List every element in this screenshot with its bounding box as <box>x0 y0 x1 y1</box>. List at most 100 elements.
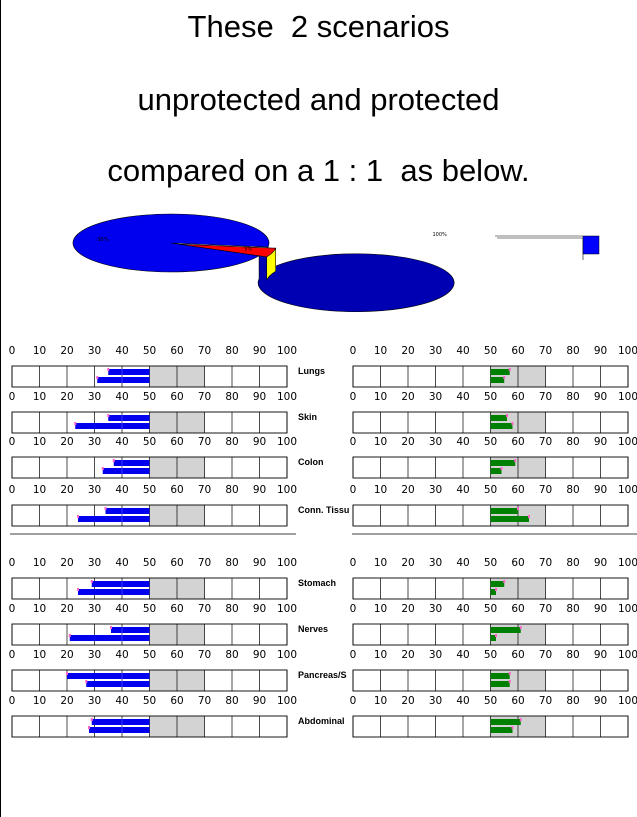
bar-marker <box>77 515 79 518</box>
tick-label: 70 <box>198 603 211 615</box>
tick-label: 80 <box>225 557 238 569</box>
tick-label: 0 <box>350 391 357 403</box>
tick-label: 30 <box>88 695 101 707</box>
tick-label: 80 <box>566 695 579 707</box>
tick-label: 100 <box>618 484 637 496</box>
tick-label: 20 <box>60 436 73 448</box>
tick-label: 0 <box>9 391 16 403</box>
bar-unprotected <box>91 581 150 587</box>
tick-label: 30 <box>88 436 101 448</box>
tick-label: 90 <box>594 557 607 569</box>
tick-label: 50 <box>484 649 497 661</box>
bar-protected <box>490 516 529 522</box>
bar-marker <box>503 376 506 379</box>
bar-marker <box>85 680 88 683</box>
organ-label: Abdominal <box>298 716 345 726</box>
pie-slice-unprotected-0 <box>72 213 270 273</box>
tick-label: 40 <box>456 695 469 707</box>
tick-label: 40 <box>456 484 469 496</box>
pie-slice-unprotected-1 <box>178 243 277 258</box>
tick-label: 70 <box>539 603 552 615</box>
tick-label: 30 <box>88 345 101 357</box>
bar-protected <box>490 369 510 375</box>
tick-label: 0 <box>350 603 357 615</box>
tick-label: 60 <box>170 557 183 569</box>
panel-unprotected-2: 0 10 20 30 40 50 60 70 80 90 100 <box>9 436 297 479</box>
tick-label: 60 <box>511 649 524 661</box>
tick-label: 10 <box>33 603 46 615</box>
tick-label: 70 <box>198 557 211 569</box>
tick-label: 20 <box>60 603 73 615</box>
tick-label: 30 <box>429 391 442 403</box>
bar-marker <box>110 626 112 629</box>
bar-marker <box>77 588 79 591</box>
plot-frame <box>352 715 629 738</box>
left-border <box>0 0 1 817</box>
tick-label: 80 <box>566 484 579 496</box>
tick-label: 70 <box>539 391 552 403</box>
tick-label: 80 <box>566 436 579 448</box>
tick-label: 100 <box>618 603 637 615</box>
tick-label: 10 <box>374 603 387 615</box>
tick-label: 60 <box>170 695 183 707</box>
panel-protected-5: 0 10 20 30 40 50 60 70 80 90 100 <box>350 603 637 646</box>
organ-label: Stomach <box>298 578 336 588</box>
tick-label: 100 <box>277 695 297 707</box>
pie-chart-unprotected: 95% 5% <box>72 213 455 313</box>
tick-label: 100 <box>277 557 297 569</box>
tick-label: 10 <box>374 436 387 448</box>
bar-protected <box>490 627 521 633</box>
pie-label-protected-0: 100% <box>433 232 448 238</box>
tick-label: 30 <box>429 436 442 448</box>
tick-label: 60 <box>511 484 524 496</box>
tick-label: 20 <box>401 484 414 496</box>
bar-marker <box>528 515 530 518</box>
tick-label: 80 <box>225 603 238 615</box>
bar-marker <box>107 414 110 417</box>
tick-label: 20 <box>401 436 414 448</box>
panel-protected-4: 0 10 20 30 40 50 60 70 80 90 100 <box>350 557 637 600</box>
tick-label: 10 <box>374 695 387 707</box>
panel-protected-0: 0 10 20 30 40 50 60 70 80 90 100 <box>350 345 637 388</box>
tick-label: 20 <box>401 345 414 357</box>
tick-label: 90 <box>253 603 266 615</box>
bar-marker <box>90 718 93 721</box>
tick-label: 30 <box>429 345 442 357</box>
bar-unprotected <box>89 727 150 733</box>
tick-label: 70 <box>198 695 211 707</box>
bar-marker <box>514 459 517 462</box>
tick-label: 90 <box>594 484 607 496</box>
panel-protected-3: 0 10 20 30 40 50 60 70 80 90 100 <box>350 484 637 527</box>
tick-label: 0 <box>9 484 16 496</box>
tick-label: 10 <box>374 484 387 496</box>
tick-label: 40 <box>115 695 128 707</box>
tick-label: 40 <box>456 391 469 403</box>
tick-label: 100 <box>277 391 297 403</box>
tick-label: 20 <box>60 484 73 496</box>
plot-frame <box>352 504 629 527</box>
panel-protected-1: 0 10 20 30 40 50 60 70 80 90 100 <box>350 391 637 434</box>
tick-label: 50 <box>484 345 497 357</box>
bar-unprotected <box>75 423 150 429</box>
bar-marker <box>500 467 503 470</box>
tick-label: 50 <box>484 557 497 569</box>
tick-label: 90 <box>253 436 266 448</box>
bar-marker <box>495 588 497 591</box>
bar-unprotected <box>91 719 150 725</box>
tick-label: 10 <box>33 649 46 661</box>
bar-protected <box>490 581 505 587</box>
panel-unprotected-4: 0 10 20 30 40 50 60 70 80 90 100 <box>9 557 297 600</box>
tick-label: 90 <box>594 695 607 707</box>
tick-label: 100 <box>277 649 297 661</box>
tick-label: 50 <box>143 391 156 403</box>
tick-label: 70 <box>198 484 211 496</box>
tick-label: 60 <box>511 345 524 357</box>
bar-protected <box>490 468 502 474</box>
bar-unprotected <box>102 468 150 474</box>
bar-marker <box>101 467 104 470</box>
organ-label: Skin <box>298 412 317 422</box>
plot-frame <box>352 456 629 479</box>
tick-label: 10 <box>33 484 46 496</box>
tick-label: 0 <box>9 649 16 661</box>
